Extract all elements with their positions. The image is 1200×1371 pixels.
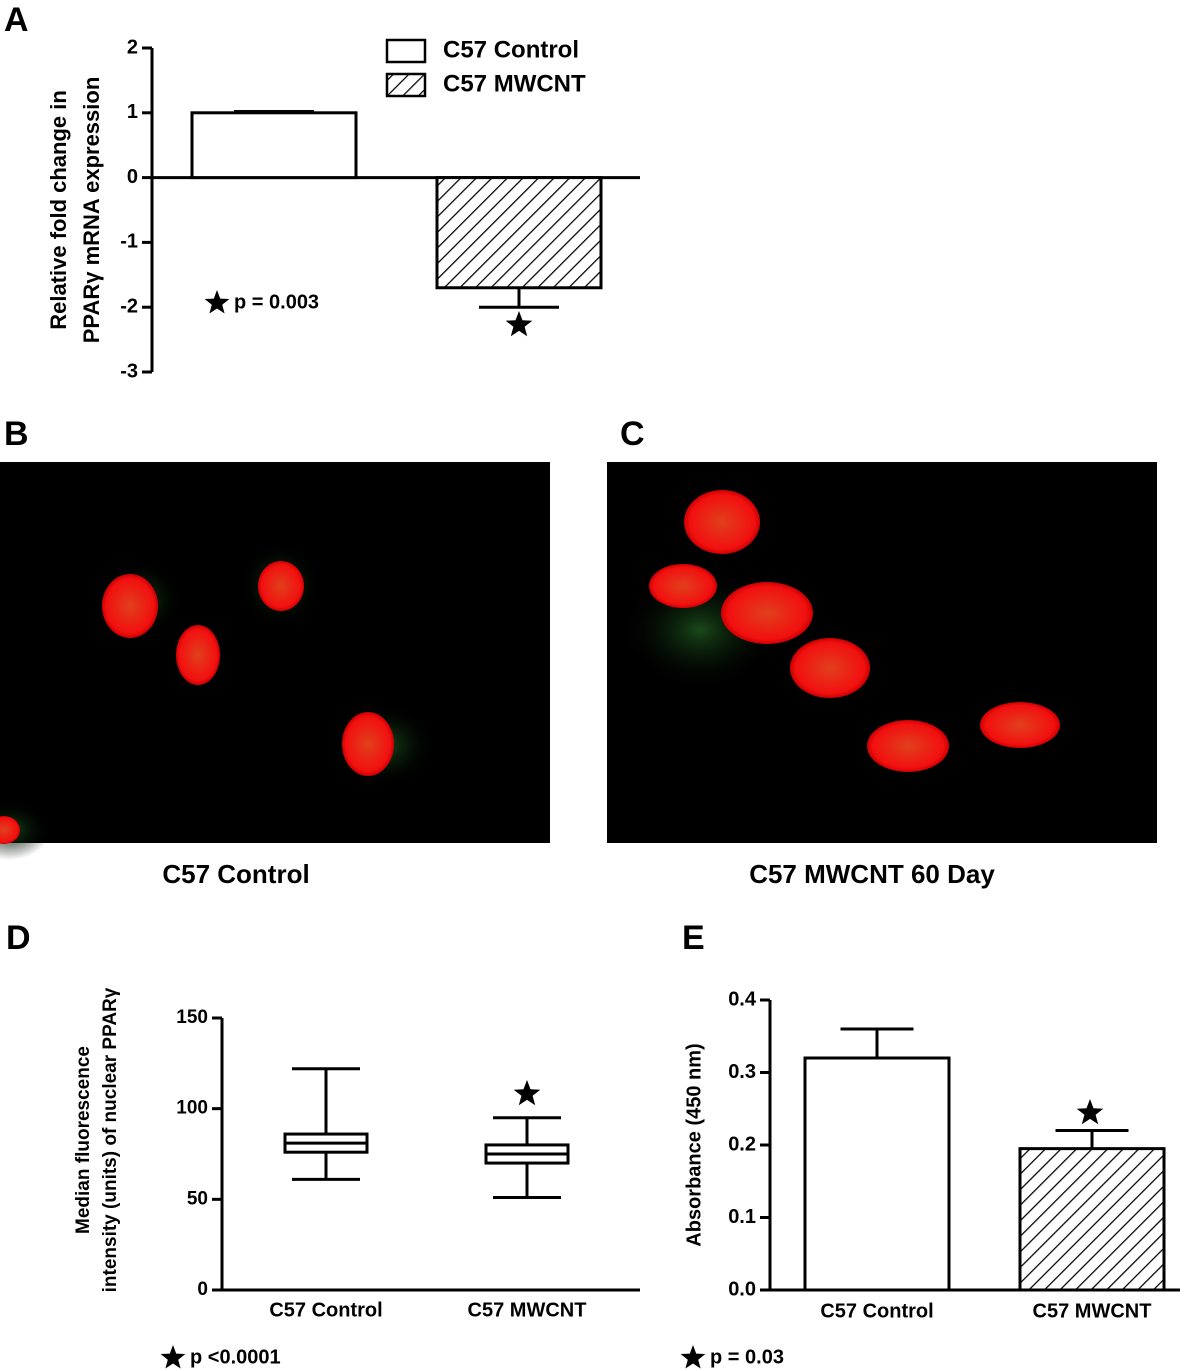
significance-star — [1076, 1099, 1104, 1125]
bar — [435, 176, 603, 290]
y-axis-label: intensity (units) of nuclear PPARγ — [100, 987, 121, 1292]
error-bar — [479, 287, 559, 309]
legend-swatch — [385, 38, 427, 64]
x-tick-label: C57 MWCNT — [1033, 1300, 1152, 1322]
y-tick-label: 0.0 — [728, 1278, 756, 1300]
significance-star — [160, 1345, 186, 1369]
image-caption: C57 Control — [162, 859, 309, 889]
y-tick-label: 0.4 — [728, 988, 757, 1010]
micrograph — [0, 462, 550, 860]
x-tick-label: C57 MWCNT — [468, 1299, 587, 1321]
panel-letter: B — [4, 415, 29, 453]
y-tick-label: 0 — [127, 166, 138, 188]
whisker — [292, 1067, 360, 1135]
y-tick-label: 0.3 — [728, 1061, 756, 1083]
y-tick-label: 2 — [127, 36, 138, 58]
significance-star — [680, 1345, 706, 1369]
legend-swatch — [385, 72, 427, 98]
panel-letter: D — [6, 919, 31, 957]
y-tick-label: -2 — [120, 295, 138, 317]
y-axis-label: Relative fold change in — [46, 90, 71, 330]
legend-label: C57 Control — [443, 36, 579, 63]
micrograph — [607, 462, 1157, 843]
whisker — [493, 1116, 561, 1145]
y-tick-label: -1 — [120, 231, 138, 253]
panel-letter: C — [620, 415, 645, 453]
image-caption: C57 MWCNT 60 Day — [749, 859, 995, 889]
y-axis-label: PPARγ mRNA expression — [79, 77, 104, 344]
whisker — [493, 1163, 561, 1200]
significance-star — [505, 311, 533, 337]
bar — [190, 111, 358, 180]
annotation: p = 0.03 — [710, 1346, 784, 1368]
y-tick-label: 50 — [187, 1188, 208, 1209]
panel-letter: E — [682, 919, 705, 957]
y-tick-label: 0 — [197, 1279, 208, 1300]
error-bar — [1055, 1129, 1129, 1149]
y-axis-label: Median fluorescence — [73, 1046, 94, 1234]
significance-star — [204, 290, 230, 314]
y-tick-label: -3 — [120, 360, 138, 382]
x-tick-label: C57 Control — [269, 1299, 382, 1321]
bar — [803, 1056, 951, 1292]
significance-star — [513, 1080, 541, 1106]
y-tick-label: 150 — [176, 1007, 208, 1028]
whisker — [292, 1152, 360, 1181]
legend-label: C57 MWCNT — [443, 70, 586, 97]
annotation: p = 0.003 — [234, 291, 319, 313]
error-bar — [840, 1027, 914, 1058]
error-bar — [234, 110, 314, 114]
y-tick-label: 0.2 — [728, 1133, 756, 1155]
bar — [1018, 1147, 1166, 1292]
annotation: p <0.0001 — [190, 1346, 281, 1368]
y-tick-label: 0.1 — [728, 1206, 756, 1228]
y-tick-label: 100 — [176, 1098, 208, 1119]
y-axis-label: Absorbance (450 nm) — [683, 1043, 705, 1246]
panel-letter: A — [4, 1, 29, 39]
y-tick-label: 1 — [127, 101, 138, 123]
x-tick-label: C57 Control — [820, 1300, 933, 1322]
